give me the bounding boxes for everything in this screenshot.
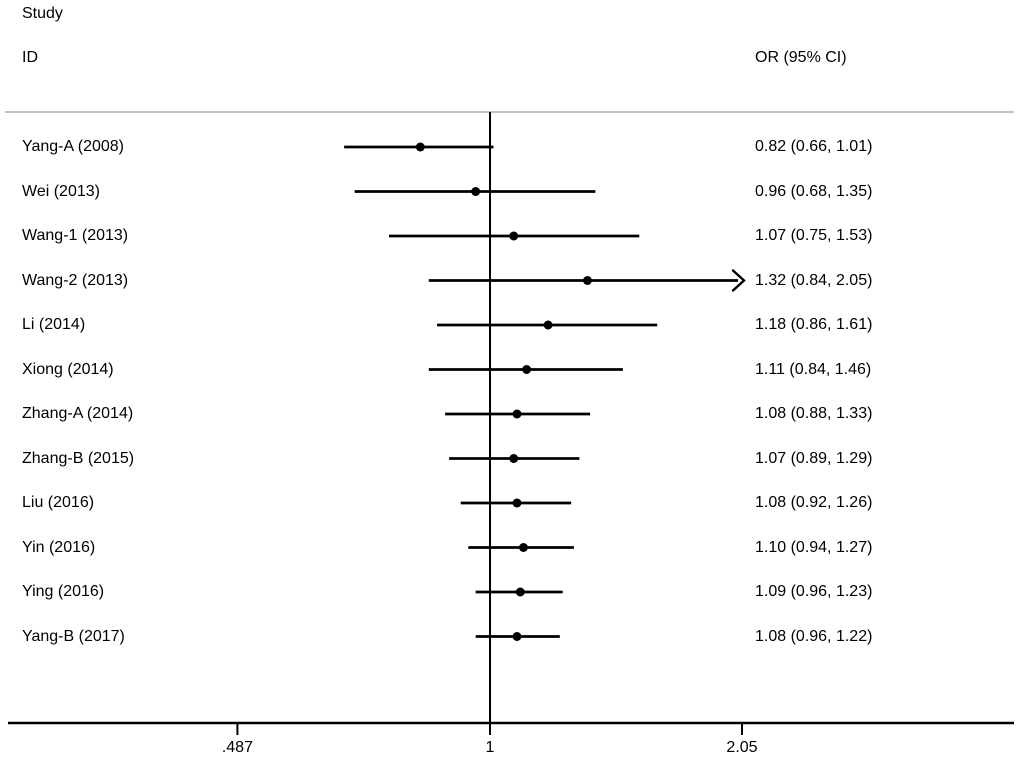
x-axis-tick-label: 2.05 [726, 739, 758, 756]
arrow-right-icon [731, 269, 746, 292]
study-label: Li (2014) [22, 316, 86, 333]
study-label: Ying (2016) [22, 583, 105, 600]
or-point-marker [471, 187, 481, 196]
or-point-marker [543, 320, 553, 330]
study-label: Zhang-B (2015) [22, 449, 135, 467]
or-ci-value: 1.09 (0.96, 1.23) [755, 583, 873, 600]
x-axis-tick-label: 1 [485, 739, 495, 756]
or-ci-value: 1.18 (0.86, 1.61) [755, 316, 873, 333]
or-ci-value: 1.07 (0.75, 1.53) [755, 227, 873, 244]
or-point-marker [522, 365, 532, 374]
or-ci-value: 0.96 (0.68, 1.35) [755, 182, 873, 200]
or-point-marker [512, 498, 522, 508]
or-ci-value: 1.32 (0.84, 2.05) [755, 271, 873, 289]
header-separator-line [5, 111, 1014, 113]
or-ci-value: 1.10 (0.94, 1.27) [755, 538, 873, 556]
study-label: Wang-2 (2013) [22, 271, 129, 289]
or-ci-value: 1.07 (0.89, 1.29) [755, 449, 873, 467]
study-label: Xiong (2014) [22, 360, 114, 378]
or-point-marker [415, 142, 425, 152]
or-ci-value: 1.08 (0.96, 1.22) [755, 627, 873, 645]
or-ci-value: 1.08 (0.88, 1.33) [755, 405, 873, 422]
or-point-marker [582, 276, 592, 285]
study-column-header-line1: Study [22, 5, 63, 22]
study-label: Yang-B (2017) [22, 627, 125, 645]
study-label: Wei (2013) [22, 182, 100, 200]
study-label: Liu (2016) [22, 494, 95, 511]
study-label: Zhang-A (2014) [22, 405, 134, 422]
or-point-marker [512, 632, 522, 641]
study-label: Yang-A (2008) [22, 138, 124, 155]
study-label: Wang-1 (2013) [22, 227, 129, 244]
or-ci-value: 1.08 (0.92, 1.26) [755, 494, 873, 511]
or-point-marker [515, 587, 525, 597]
or-point-marker [518, 543, 528, 552]
x-axis-tick-label: .487 [221, 739, 253, 756]
study-label: Yin (2016) [22, 538, 96, 556]
or-ci-value: 0.82 (0.66, 1.01) [755, 138, 873, 155]
or-point-marker [509, 454, 519, 463]
or-point-marker [512, 409, 522, 419]
effect-column-header: OR (95% CI) [755, 49, 847, 66]
study-column-header-line2: ID [22, 49, 38, 66]
or-ci-value: 1.11 (0.84, 1.46) [755, 360, 872, 378]
or-point-marker [509, 231, 519, 241]
